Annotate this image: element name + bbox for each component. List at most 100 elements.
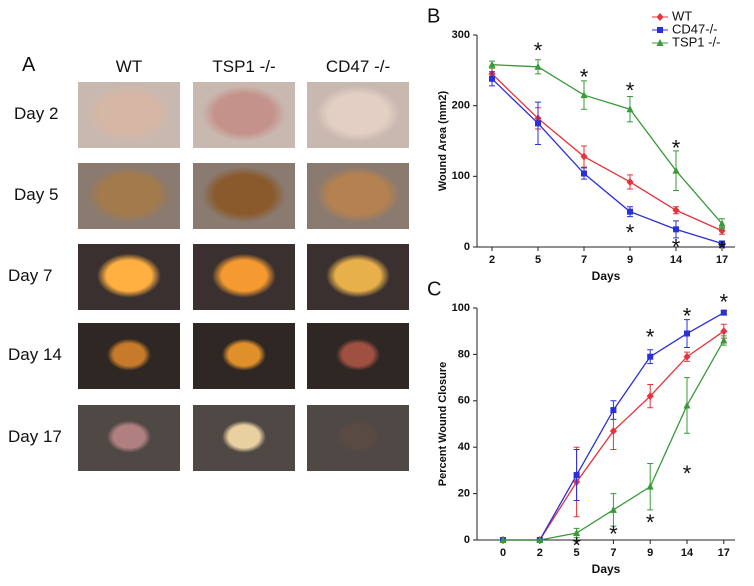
row-label: Day 7 [8, 266, 53, 285]
marker [626, 105, 634, 113]
marker [683, 401, 691, 409]
wound-photo [193, 244, 295, 310]
wound-photo [193, 405, 295, 471]
wound-photo [307, 82, 409, 148]
significance-star: * [580, 65, 589, 90]
x-tick-label: 9 [627, 254, 633, 266]
x-tick-label: 7 [581, 254, 587, 266]
marker [720, 309, 727, 316]
x-tick-label: 17 [716, 254, 728, 266]
x-tick-label: 17 [718, 547, 730, 559]
x-axis-label: Days [592, 269, 621, 283]
row-label: Day 17 [8, 427, 62, 446]
significance-star: * [718, 236, 727, 261]
significance-star: * [534, 38, 543, 63]
wound-photo [78, 323, 180, 389]
y-tick-label: 100 [452, 302, 470, 314]
marker [646, 392, 654, 401]
row-label: Day 5 [14, 185, 59, 204]
marker [720, 327, 728, 336]
wound-photo [307, 163, 409, 229]
significance-star: * [683, 303, 692, 328]
series-line [491, 64, 723, 225]
marker [646, 482, 654, 490]
marker [580, 91, 588, 99]
marker [536, 536, 544, 543]
row-label: Day 2 [14, 104, 59, 123]
significance-star: * [646, 510, 655, 535]
marker [647, 353, 654, 360]
wound-photo [78, 163, 180, 229]
panel-label: B [427, 5, 440, 27]
wound-photo [193, 323, 295, 389]
wound-photo [193, 163, 295, 229]
x-tick-label: 7 [610, 547, 616, 559]
wound-photo [307, 323, 409, 389]
significance-star: * [683, 461, 692, 486]
x-tick-label: 5 [535, 254, 541, 266]
legend-label: CD47-/- [672, 21, 718, 36]
marker [609, 505, 617, 513]
marker [626, 177, 634, 186]
significance-star: * [609, 522, 618, 547]
x-tick-label: 0 [500, 547, 506, 559]
x-tick-label: 5 [574, 547, 580, 559]
marker [656, 13, 664, 21]
x-axis-label: Days [592, 562, 621, 576]
marker [534, 62, 542, 70]
series-line [491, 78, 723, 245]
marker [610, 407, 617, 414]
panel-label: A [22, 54, 36, 76]
marker [683, 352, 691, 361]
marker [573, 529, 581, 537]
x-tick-label: 9 [647, 547, 653, 559]
significance-star: * [672, 234, 681, 259]
significance-star: * [720, 290, 729, 315]
y-axis-label: Percent Wound Closure [437, 362, 449, 486]
x-tick-label: 2 [537, 547, 543, 559]
wound-photo [78, 405, 180, 471]
marker [672, 206, 680, 215]
significance-star: * [646, 324, 655, 349]
marker [718, 219, 726, 227]
x-tick-label: 2 [489, 254, 495, 266]
y-tick-label: 20 [458, 488, 470, 500]
column-label: CD47 -/- [325, 57, 391, 76]
y-tick-label: 60 [458, 395, 470, 407]
legend-label: WT [672, 8, 692, 23]
marker [609, 426, 617, 435]
marker [581, 170, 587, 177]
marker [657, 27, 663, 33]
y-tick-label: 200 [452, 100, 470, 112]
significance-star: * [626, 220, 635, 245]
significance-star: * [572, 533, 581, 558]
x-tick-label: 14 [670, 254, 683, 266]
column-label: TSP1 -/- [212, 57, 276, 76]
marker [627, 208, 633, 215]
wound-photo [193, 82, 295, 148]
y-tick-label: 0 [464, 534, 470, 546]
marker [673, 226, 679, 233]
y-axis-label: Wound Area (mm2) [437, 91, 449, 192]
marker [580, 152, 588, 161]
x-tick-label: 14 [681, 547, 694, 559]
marker [488, 60, 496, 68]
wound-photo [307, 405, 409, 471]
marker [672, 166, 680, 174]
marker [489, 75, 495, 82]
y-tick-label: 300 [452, 29, 470, 41]
wound-photo [307, 244, 409, 310]
marker [499, 536, 507, 543]
marker [720, 336, 728, 344]
marker [656, 39, 664, 46]
wound-photo [78, 82, 180, 148]
wound-photo [78, 244, 180, 310]
column-label: WT [115, 57, 143, 76]
series-line [491, 73, 723, 232]
significance-star: * [672, 135, 681, 160]
y-tick-label: 0 [464, 241, 470, 253]
marker [719, 240, 725, 247]
y-tick-label: 100 [452, 170, 470, 182]
